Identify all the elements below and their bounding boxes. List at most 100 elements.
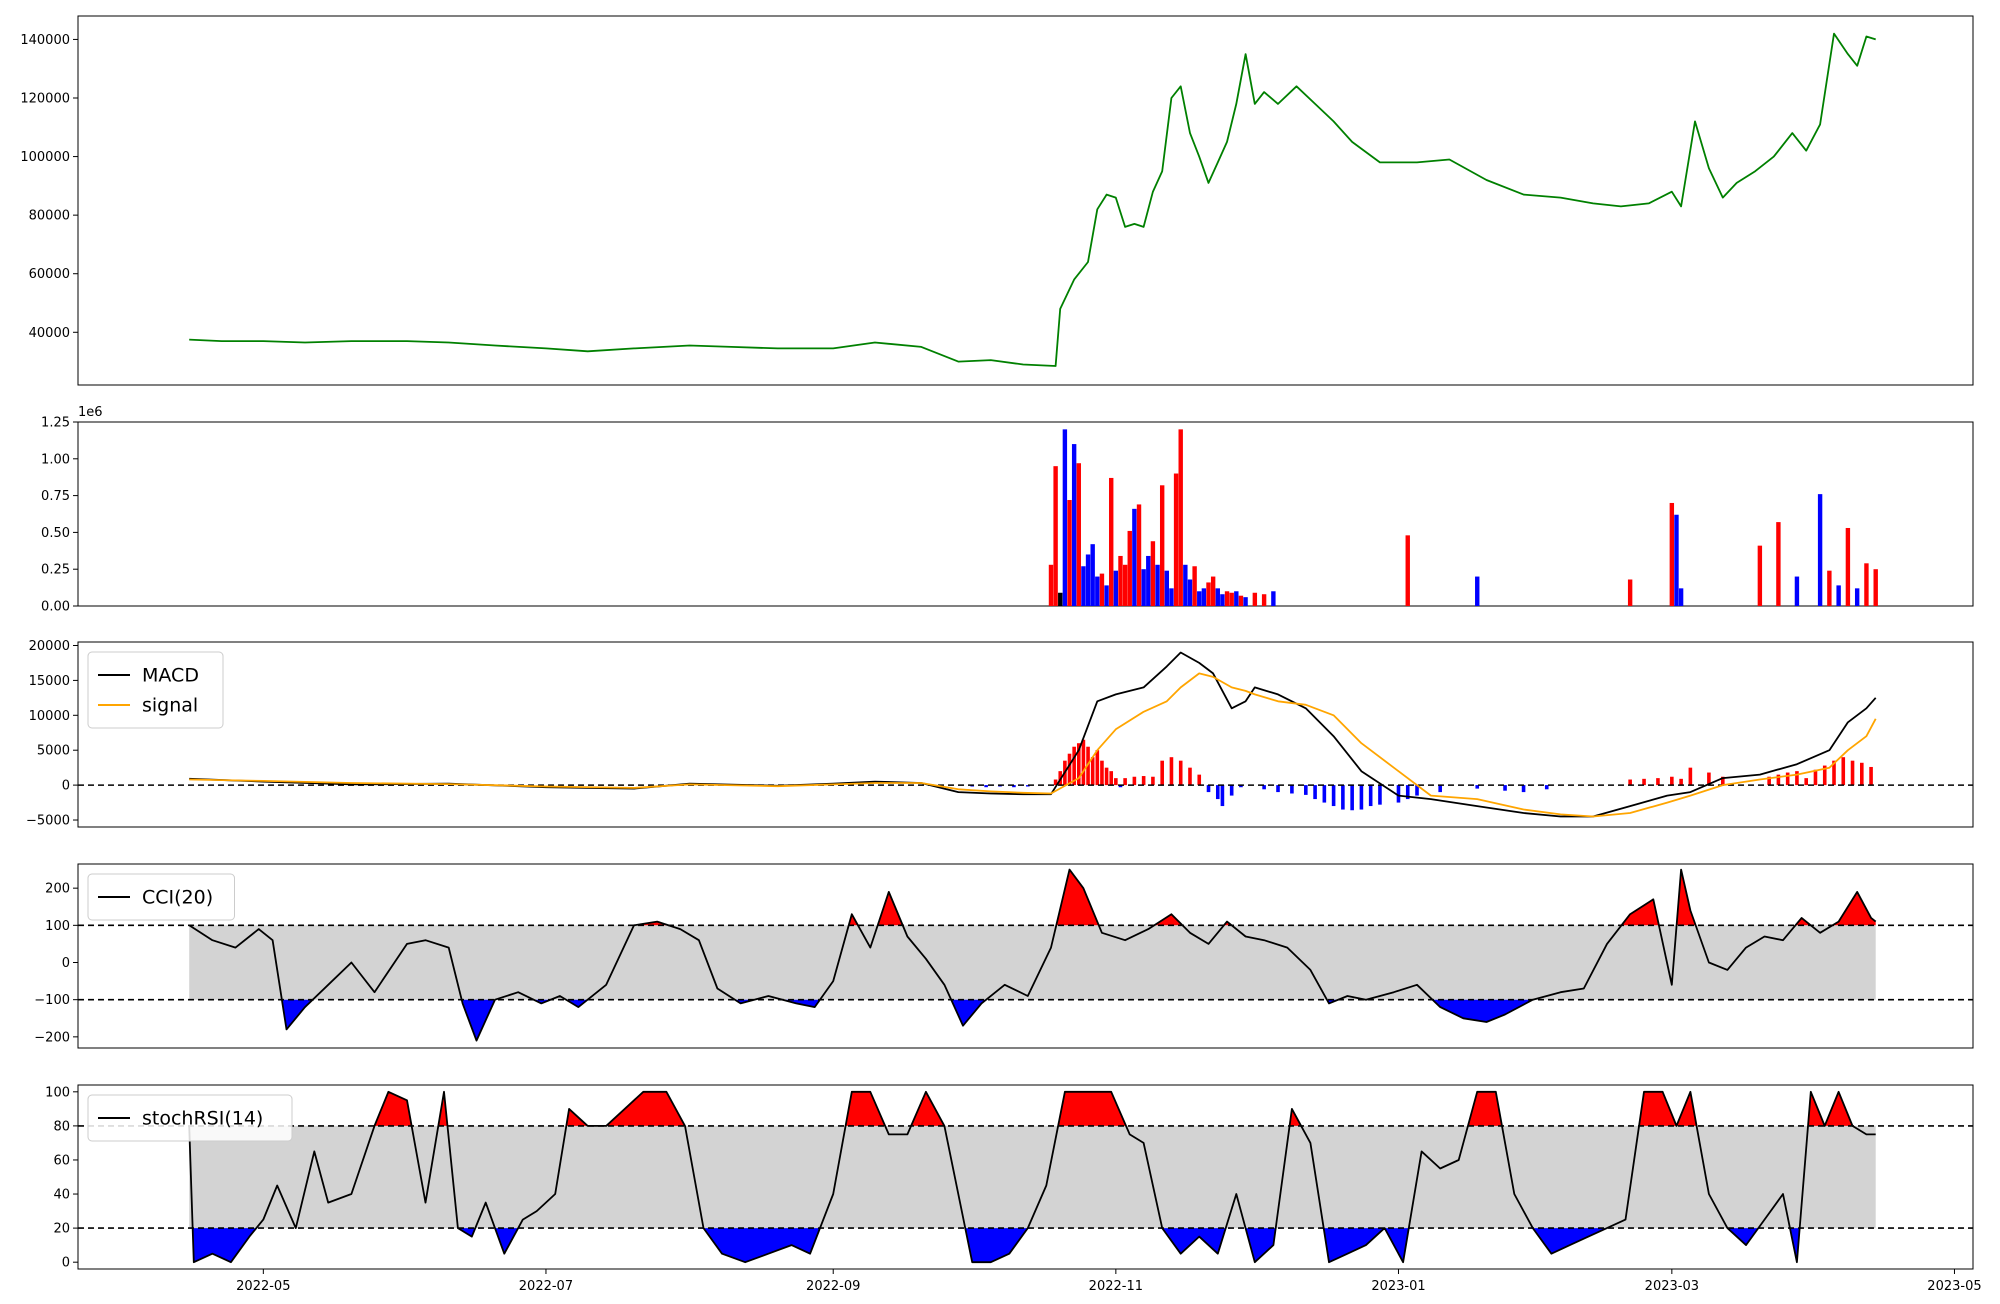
macd-hist-bar [1368,785,1373,807]
volume-bar [1678,588,1684,606]
stochrsi-y-tick-label: 100 [45,1085,70,1100]
cci-overbought-fill [1621,899,1659,926]
volume-bar [1109,477,1114,606]
macd-hist-bar [1290,785,1294,794]
volume-bar [1187,579,1193,606]
macd-hist-bar [1197,774,1202,786]
macd-hist-bar [1795,771,1799,786]
macd-hist-bar [1118,785,1123,788]
volume-bar [1827,570,1832,606]
macd-y-tick-label: 0 [62,779,70,794]
volume-y-tick-label: 1.25 [41,416,70,431]
volume-bar [1136,504,1142,606]
macd-hist-bar [1012,785,1016,788]
macd-legend-box [87,651,224,729]
macd-series-macd [189,651,1877,818]
volume-bar [1197,591,1202,606]
macd-hist-bar [1707,772,1711,786]
volume-bar [1794,576,1800,606]
macd-hist-bar [1151,776,1155,786]
volume-y-tick-label: 0.75 [41,489,70,504]
volume-bar [1201,588,1207,606]
volume-bar [1845,527,1851,606]
macd-hist-bar [1860,762,1864,786]
macd-hist-bar [1178,760,1183,786]
stochrsi-legend-label: stochRSI(14) [142,1108,263,1130]
macd-hist-bar [1141,776,1146,786]
volume-bar [1836,585,1841,606]
volume-bar [1104,585,1109,606]
volume-bar [1243,597,1248,606]
macd-hist-bar [1656,778,1660,786]
volume-bar [1627,579,1633,606]
macd-legend: MACD signal [87,651,224,729]
stochrsi-line [188,1090,1876,1264]
cci-oversold-fill [281,999,313,1030]
volume-bar [1220,594,1225,606]
volume-bar [1206,582,1211,606]
stochrsi-oversold-fill [192,1228,257,1263]
macd-hist-bar [1438,785,1442,793]
macd-hist-bar [1239,785,1243,788]
cci-y-axis: −200 −100 0 100 200 [34,882,78,1045]
cci-legend-label: CCI(20) [142,887,213,909]
macd-hist-bar [1628,779,1632,786]
macd-hist-bar [1359,785,1364,810]
volume-bar [1405,535,1410,606]
macd-hist-bar [1378,785,1382,805]
volume-bar [1159,485,1165,606]
price-line [189,32,1876,367]
price-y-tick-label: 80000 [29,209,70,224]
volume-bar [1164,570,1170,606]
stochrsi-y-tick-label: 20 [53,1222,70,1237]
cci-oversold-fill [461,999,495,1041]
macd-hist-bar [1396,785,1401,803]
volume-bar [1234,591,1239,606]
macd-hist-bar [1095,750,1100,786]
volume-bar [1261,594,1267,606]
volume-bar [1669,502,1675,606]
macd-hist-bar [1670,776,1674,786]
macd-hist-bar [1215,785,1220,800]
stochrsi-overbought-fill [911,1091,945,1126]
volume-bar [1095,576,1100,606]
stochrsi-oversold-fill [703,1228,820,1263]
macd-hist-bar [1869,766,1873,786]
volume-bar [1475,576,1480,606]
macd-hist-bar [984,785,988,788]
macd-histogram [970,739,1873,811]
macd-hist-bar [1785,772,1790,786]
price-y-axis: 40000 60000 80000 100000 120000 140000 [20,33,78,341]
macd-legend-label: MACD [142,665,199,687]
x-tick-label: 2023-01 [1371,1279,1425,1294]
macd-hist-bar [1123,778,1127,786]
stochrsi-oversold-fill [1727,1228,1759,1246]
macd-hist-bar [1688,767,1693,786]
x-tick-label: 2022-11 [1089,1279,1143,1294]
price-y-tick-label: 120000 [20,92,70,107]
macd-hist-bar [1331,785,1336,807]
macd-hist-bar [1072,746,1076,786]
stochrsi-overbought-fill [1639,1091,1677,1126]
volume-y-axis: 0.00 0.25 0.50 0.75 1.00 1.25 [41,416,78,615]
cci-y-tick-label: 0 [62,956,70,971]
macd-hist-bar [1475,785,1480,789]
macd-hist-bar [1160,760,1164,786]
volume-bar [1224,591,1230,606]
macd-series-signal [189,672,1877,818]
macd-y-tick-label: 15000 [29,674,70,689]
volume-bar [1864,563,1869,606]
macd-hist-bar [1262,785,1266,790]
volume-bars [1048,429,1878,606]
macd-hist-bar [1229,785,1234,796]
macd-hist-bar [1090,757,1095,786]
cci-line [188,868,1877,1042]
macd-hist-bar [1822,765,1827,786]
cci-overbought-fill [1676,869,1696,926]
volume-bar [1118,555,1123,606]
stochrsi-oversold-fill [965,1228,1028,1263]
x-axis: 2022-05 2022-07 2022-09 2022-11 2023-01 2023-… [236,1269,1982,1294]
volume-panel-frame [77,421,1974,607]
